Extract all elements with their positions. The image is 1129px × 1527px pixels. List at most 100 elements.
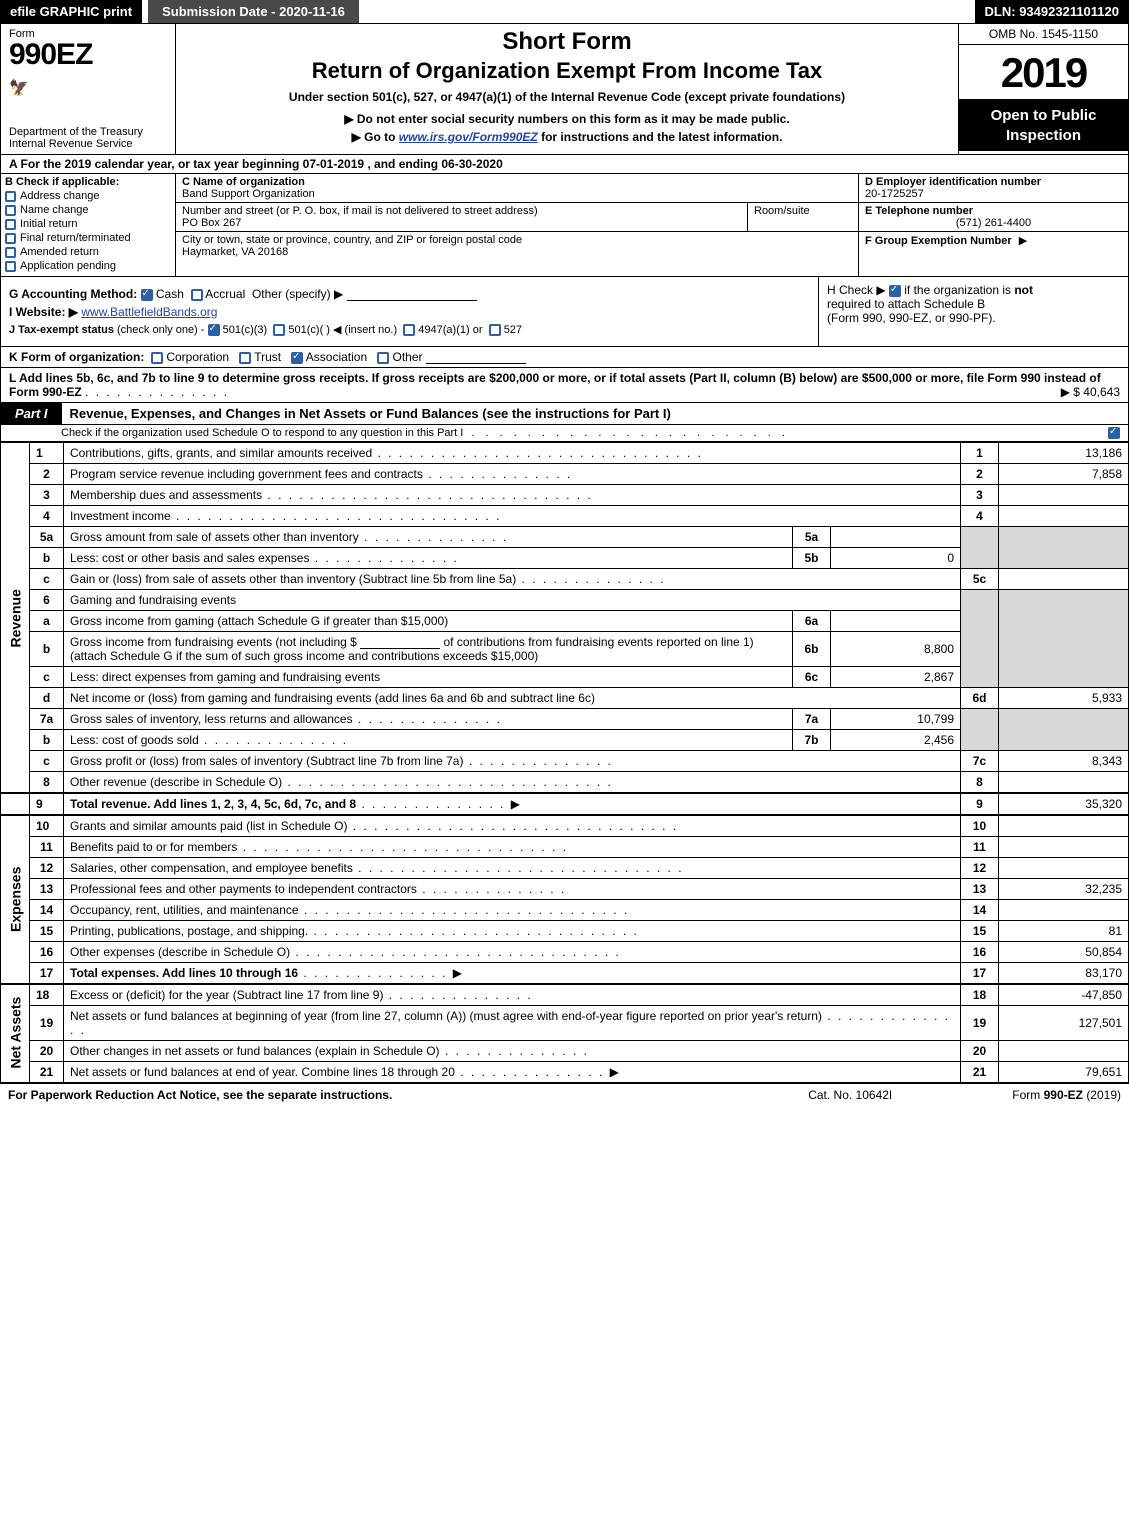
street-label: Number and street (or P. O. box, if mail…	[182, 205, 741, 217]
line-val: 127,501	[999, 1006, 1129, 1041]
chk-cash-filled[interactable]	[141, 289, 153, 301]
chk-initial-return[interactable]: Initial return	[5, 218, 171, 230]
chk-trust[interactable]	[239, 352, 251, 364]
part1-label: Part I	[1, 403, 62, 424]
chk-527[interactable]	[489, 324, 501, 336]
footer: For Paperwork Reduction Act Notice, see …	[0, 1083, 1129, 1106]
chk-amended-return[interactable]: Amended return	[5, 246, 171, 258]
line-num: 21	[30, 1062, 64, 1083]
chk-accrual[interactable]	[191, 289, 203, 301]
dots-icon	[298, 966, 453, 980]
chk-corp[interactable]	[151, 352, 163, 364]
j-note: (check only one) -	[117, 324, 204, 336]
line-num: 18	[30, 984, 64, 1006]
street-value: PO Box 267	[182, 217, 741, 229]
chk-other[interactable]	[377, 352, 389, 364]
chk-4947[interactable]	[403, 324, 415, 336]
col-b-title: B Check if applicable:	[5, 176, 171, 188]
chk-address-change[interactable]: Address change	[5, 190, 171, 202]
table-row: 7a Gross sales of inventory, less return…	[1, 709, 1129, 730]
mini-val: 2,867	[831, 667, 961, 688]
checkbox-icon	[5, 205, 16, 216]
line-desc: Gross income from gaming (attach Schedul…	[64, 611, 793, 632]
line-desc: Benefits paid to or for members	[64, 837, 961, 858]
line-num: 7a	[30, 709, 64, 730]
line-desc: Less: cost of goods sold	[64, 730, 793, 751]
line-num: c	[30, 751, 64, 772]
line-desc: Total revenue. Add lines 1, 2, 3, 4, 5c,…	[64, 793, 961, 815]
main-table: Revenue 1 Contributions, gifts, grants, …	[0, 442, 1129, 1083]
line-val	[999, 900, 1129, 921]
col-c: C Name of organization Band Support Orga…	[176, 174, 858, 276]
mini-ref: 5a	[793, 527, 831, 548]
website-link[interactable]: www.BattlefieldBands.org	[81, 305, 217, 319]
irs-link[interactable]: www.irs.gov/Form990EZ	[399, 130, 538, 144]
line-desc: Gaming and fundraising events	[64, 590, 961, 611]
g-other-input[interactable]	[347, 287, 477, 301]
chk-501c3-filled[interactable]	[208, 324, 220, 336]
chk-application-pending[interactable]: Application pending	[5, 260, 171, 272]
chk-label: Final return/terminated	[20, 232, 131, 244]
line-desc: Total expenses. Add lines 10 through 16 …	[64, 963, 961, 985]
chk-501c[interactable]	[273, 324, 285, 336]
table-row: 16 Other expenses (describe in Schedule …	[1, 942, 1129, 963]
line-num: 2	[30, 464, 64, 485]
line-ref: 8	[961, 772, 999, 794]
chk-schedule-o-filled[interactable]	[1108, 427, 1120, 439]
line-num: 5a	[30, 527, 64, 548]
line-ref: 14	[961, 900, 999, 921]
line-ref: 1	[961, 443, 999, 464]
table-row: 4 Investment income 4	[1, 506, 1129, 527]
header-mid: Short Form Return of Organization Exempt…	[176, 24, 958, 154]
desc-text: Other revenue (describe in Schedule O)	[70, 775, 282, 789]
k-trust: Trust	[254, 350, 281, 364]
j-insert: ◀ (insert no.)	[333, 324, 397, 336]
chk-h-filled[interactable]	[889, 285, 901, 297]
line-val: 35,320	[999, 793, 1129, 815]
line-desc: Printing, publications, postage, and shi…	[64, 921, 961, 942]
org-name-value: Band Support Organization	[182, 188, 852, 200]
line-num: 20	[30, 1041, 64, 1062]
table-row: 12 Salaries, other compensation, and emp…	[1, 858, 1129, 879]
desc-text: Membership dues and assessments	[70, 488, 262, 502]
k-other-input[interactable]	[426, 350, 526, 364]
l-amount: $ 40,643	[1073, 385, 1120, 399]
line-desc: Excess or (deficit) for the year (Subtra…	[64, 984, 961, 1006]
line-num: 3	[30, 485, 64, 506]
g-accounting-method: G Accounting Method: Cash Accrual Other …	[9, 287, 810, 301]
checkbox-icon	[5, 233, 16, 244]
line-num: c	[30, 667, 64, 688]
efile-print-label[interactable]: efile GRAPHIC print	[0, 0, 142, 23]
line-desc: Other changes in net assets or fund bala…	[64, 1041, 961, 1062]
group-exemption-block: F Group Exemption Number ▶	[859, 232, 1128, 249]
dots-icon	[417, 882, 566, 896]
phone-value: (571) 261-4400	[865, 217, 1122, 229]
shade-cell	[999, 527, 1129, 569]
desc-text: Professional fees and other payments to …	[70, 882, 417, 896]
line-ref: 4	[961, 506, 999, 527]
line-desc: Less: direct expenses from gaming and fu…	[64, 667, 793, 688]
header-right: OMB No. 1545-1150 2019 Open to Public In…	[958, 24, 1128, 154]
chk-final-return[interactable]: Final return/terminated	[5, 232, 171, 244]
chk-name-change[interactable]: Name change	[5, 204, 171, 216]
blank-input[interactable]	[360, 635, 440, 649]
mini-val: 2,456	[831, 730, 961, 751]
line-val: 50,854	[999, 942, 1129, 963]
topbar: efile GRAPHIC print Submission Date - 20…	[0, 0, 1129, 24]
line-val: 5,933	[999, 688, 1129, 709]
line-ref: 7c	[961, 751, 999, 772]
desc-text: Other expenses (describe in Schedule O)	[70, 945, 290, 959]
dots-icon	[353, 861, 684, 875]
table-row: d Net income or (loss) from gaming and f…	[1, 688, 1129, 709]
chk-assoc-filled[interactable]	[291, 352, 303, 364]
line-num: b	[30, 730, 64, 751]
line-num: 1	[30, 443, 64, 464]
line-desc: Other revenue (describe in Schedule O)	[64, 772, 961, 794]
goto-prefix: ▶ Go to	[352, 130, 399, 144]
line-desc: Gross amount from sale of assets other t…	[64, 527, 793, 548]
k-label: K Form of organization:	[9, 350, 144, 364]
line-num: a	[30, 611, 64, 632]
mini-ref: 6c	[793, 667, 831, 688]
line-num: 8	[30, 772, 64, 794]
dots-icon	[516, 572, 665, 586]
